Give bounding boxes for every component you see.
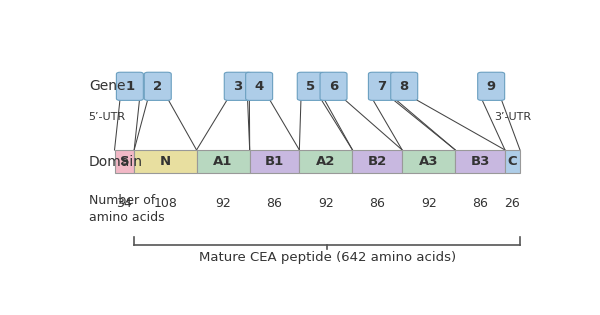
FancyBboxPatch shape bbox=[352, 150, 402, 173]
Text: 6: 6 bbox=[329, 80, 338, 93]
Text: 3’-UTR: 3’-UTR bbox=[494, 112, 532, 122]
Text: 4: 4 bbox=[254, 80, 264, 93]
FancyBboxPatch shape bbox=[320, 72, 347, 100]
FancyBboxPatch shape bbox=[478, 72, 505, 100]
Text: B3: B3 bbox=[470, 155, 490, 168]
FancyBboxPatch shape bbox=[297, 72, 324, 100]
FancyBboxPatch shape bbox=[197, 150, 250, 173]
FancyBboxPatch shape bbox=[391, 72, 418, 100]
Text: 5: 5 bbox=[306, 80, 316, 93]
Text: 9: 9 bbox=[487, 80, 496, 93]
FancyBboxPatch shape bbox=[455, 150, 505, 173]
Text: 86: 86 bbox=[266, 197, 283, 210]
Text: Gene: Gene bbox=[89, 79, 125, 93]
FancyBboxPatch shape bbox=[245, 72, 272, 100]
Text: B2: B2 bbox=[368, 155, 387, 168]
FancyBboxPatch shape bbox=[250, 150, 299, 173]
Text: 26: 26 bbox=[505, 197, 520, 210]
Text: 92: 92 bbox=[318, 197, 334, 210]
FancyBboxPatch shape bbox=[224, 72, 251, 100]
Text: Domain: Domain bbox=[89, 154, 143, 169]
FancyBboxPatch shape bbox=[505, 150, 520, 173]
Text: 1: 1 bbox=[125, 80, 134, 93]
Text: A3: A3 bbox=[419, 155, 439, 168]
Text: 3: 3 bbox=[233, 80, 242, 93]
Text: N: N bbox=[160, 155, 171, 168]
Text: 34: 34 bbox=[116, 197, 132, 210]
Text: 86: 86 bbox=[370, 197, 385, 210]
Text: 92: 92 bbox=[421, 197, 437, 210]
Text: C: C bbox=[508, 155, 517, 168]
FancyBboxPatch shape bbox=[368, 72, 395, 100]
Text: 108: 108 bbox=[154, 197, 177, 210]
Text: 86: 86 bbox=[472, 197, 488, 210]
Text: 2: 2 bbox=[153, 80, 163, 93]
Text: S: S bbox=[119, 155, 129, 168]
Text: 8: 8 bbox=[400, 80, 409, 93]
FancyBboxPatch shape bbox=[115, 150, 134, 173]
FancyBboxPatch shape bbox=[144, 72, 171, 100]
FancyBboxPatch shape bbox=[116, 72, 143, 100]
FancyBboxPatch shape bbox=[402, 150, 455, 173]
Text: Mature CEA peptide (642 amino acids): Mature CEA peptide (642 amino acids) bbox=[199, 251, 455, 264]
Text: 5’-UTR: 5’-UTR bbox=[88, 112, 125, 122]
Text: 92: 92 bbox=[215, 197, 231, 210]
FancyBboxPatch shape bbox=[299, 150, 352, 173]
Text: 7: 7 bbox=[377, 80, 386, 93]
Text: A1: A1 bbox=[214, 155, 233, 168]
FancyBboxPatch shape bbox=[134, 150, 197, 173]
Text: Number of
amino acids: Number of amino acids bbox=[89, 194, 164, 224]
Text: A2: A2 bbox=[316, 155, 335, 168]
Text: B1: B1 bbox=[265, 155, 284, 168]
